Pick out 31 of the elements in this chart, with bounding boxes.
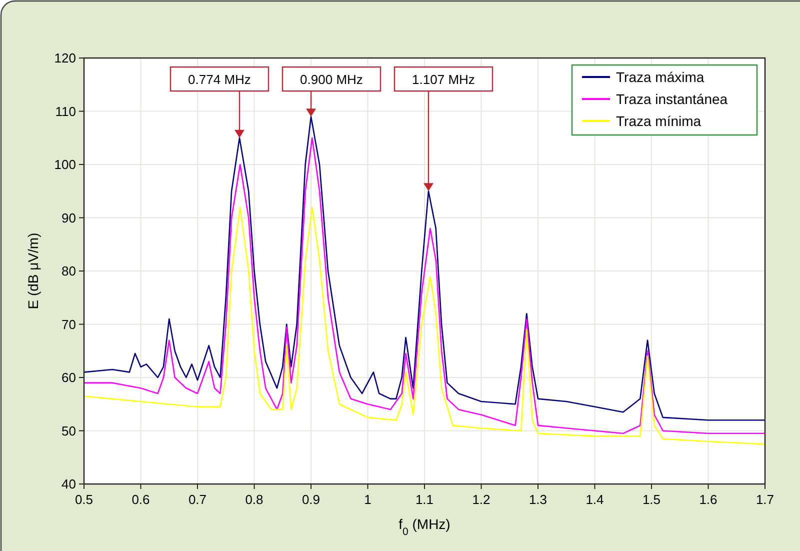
y-tick-label: 120 bbox=[54, 50, 76, 66]
legend-label: Traza mínima bbox=[616, 113, 702, 129]
y-tick-label: 70 bbox=[62, 316, 76, 332]
y-tick-label: 40 bbox=[62, 476, 76, 492]
x-tick-label: 1.5 bbox=[642, 492, 661, 507]
y-axis-title: E (dB μV/m) bbox=[25, 232, 41, 310]
x-tick-label: 0.9 bbox=[302, 492, 320, 507]
x-tick-label: 0.8 bbox=[245, 492, 264, 507]
x-axis-title: f$_{0}$ (MHz) bbox=[398, 516, 450, 538]
annotation: 1.107 MHz bbox=[412, 72, 475, 87]
y-tick-label: 60 bbox=[62, 370, 76, 385]
x-tick-label: 0.5 bbox=[74, 492, 94, 507]
legend-label: Traza máxima bbox=[616, 69, 704, 85]
x-tick-label: 1 bbox=[364, 492, 372, 507]
annotation: 0.900 MHz bbox=[300, 72, 363, 87]
y-tick-label: 50 bbox=[62, 423, 76, 438]
x-tick-label: 0.6 bbox=[132, 492, 150, 507]
x-tick-label: 1.4 bbox=[586, 492, 604, 507]
x-tick-label: 1.7 bbox=[756, 492, 774, 507]
x-tick-label: 1.6 bbox=[699, 492, 718, 507]
legend-label: Traza instantánea bbox=[616, 91, 728, 107]
line-series bbox=[84, 206, 765, 445]
x-tick-label: 1.2 bbox=[472, 492, 490, 507]
y-tick-label: 110 bbox=[55, 104, 76, 119]
y-tick-label: 80 bbox=[62, 264, 76, 278]
x-tick-label: 1.1 bbox=[415, 492, 434, 507]
x-tick-label: 1.3 bbox=[528, 492, 548, 507]
y-tick-label: 100 bbox=[54, 157, 76, 172]
annotation: 0.774 MHz bbox=[188, 72, 251, 87]
y-tick-label: 90 bbox=[62, 210, 76, 226]
x-tick-label: 0.7 bbox=[188, 492, 207, 507]
